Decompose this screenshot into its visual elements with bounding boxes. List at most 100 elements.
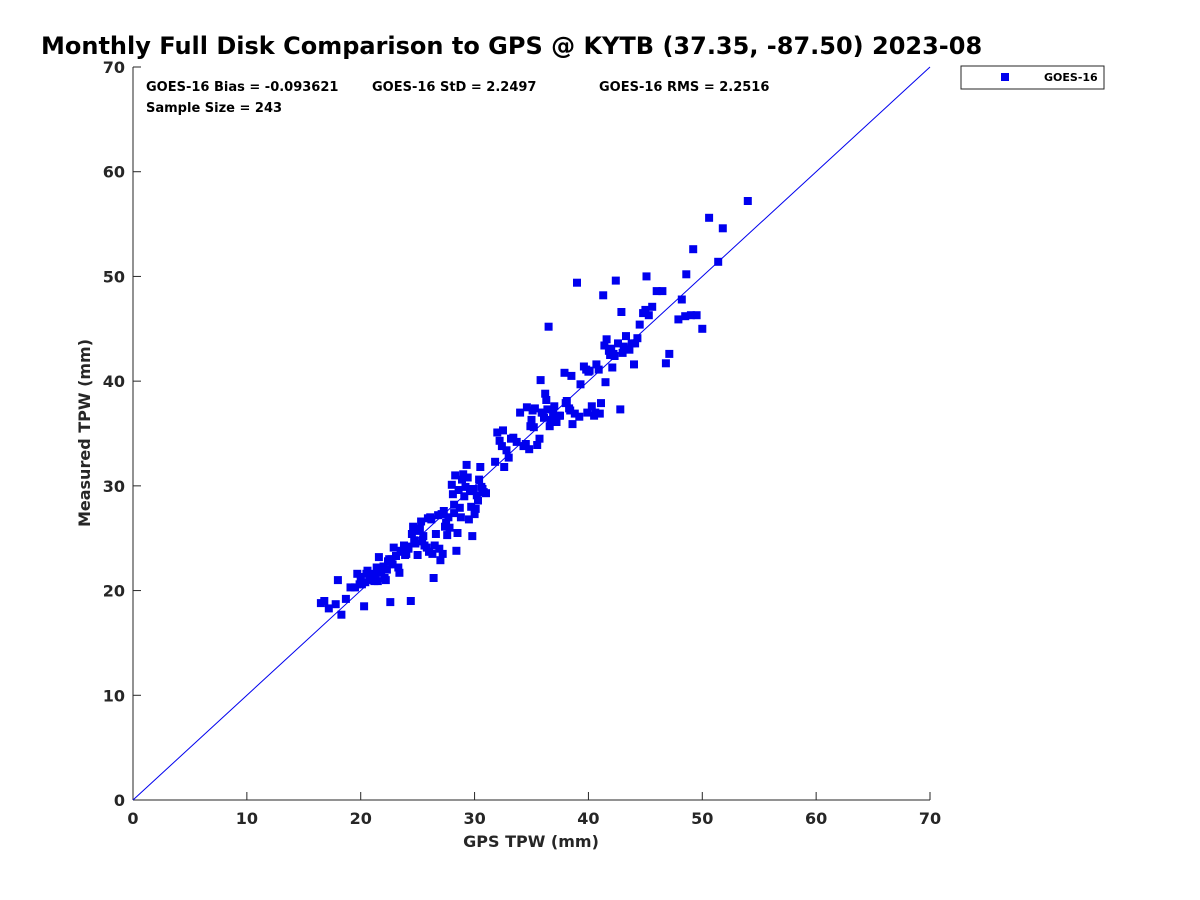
data-point [600,341,609,350]
data-point [448,490,457,499]
data-point [451,471,460,480]
data-point [689,245,698,254]
data-point [471,504,480,513]
data-point [493,428,502,437]
data-point [541,389,550,398]
data-point [413,551,422,559]
x-tick-label: 40 [577,809,599,828]
data-point [437,510,446,519]
data-point [395,568,404,577]
x-tick-label: 20 [350,809,372,828]
data-point [543,405,552,414]
data-point [692,311,701,320]
data-point [550,402,559,411]
data-point [475,475,484,484]
axes [132,67,930,801]
data-point [599,291,608,300]
data-point [460,492,469,501]
data-point [512,437,521,446]
data-point [658,287,667,296]
data-point [445,523,454,532]
data-point [356,573,365,581]
x-tick-label: 10 [236,809,258,828]
x-axis-label: GPS TPW (mm) [463,832,599,851]
data-point [401,551,410,559]
data-point [504,453,513,462]
y-tick-label: 10 [103,686,125,705]
data-point [452,546,461,555]
data-point [444,513,453,522]
data-point [499,426,507,435]
legend[interactable]: GOES-16 [960,65,1105,90]
data-point [536,376,545,385]
data-point [661,359,670,368]
data-point [478,485,487,493]
data-point [427,515,436,524]
data-point [476,463,485,471]
data-point [502,446,511,455]
data-point [491,457,500,466]
data-point [333,576,342,585]
data-point [606,351,615,359]
data-point [608,363,617,372]
data-point [641,305,650,314]
y-tick-label: 60 [103,163,125,182]
data-point [567,371,576,380]
data-point [410,536,419,545]
data-point [455,503,464,512]
x-tick-label: 30 [463,809,485,828]
y-tick-label: 30 [103,477,125,496]
data-point [415,524,424,533]
data-point [409,522,418,531]
data-point [443,531,452,540]
data-point [522,403,531,412]
data-point [743,197,752,205]
data-point [568,420,577,429]
data-point [682,270,691,279]
data-point [392,552,400,560]
data-point [561,399,570,408]
data-point [428,549,437,558]
annotation-rms: GOES-16 RMS = 2.2516 [599,80,769,95]
data-point [463,473,472,482]
data-point [388,560,397,569]
data-point [431,530,440,538]
data-point [622,332,630,341]
data-point [549,409,558,418]
data-point [419,532,428,541]
data-point [560,368,569,377]
data-point [341,594,350,603]
data-point [385,555,394,564]
data-point [418,537,427,546]
data-point [456,513,465,522]
data-point [611,276,620,285]
data-point [617,308,626,316]
data-point [566,406,575,415]
data-point [454,486,463,494]
data-point [526,422,535,431]
data-point [362,569,371,578]
data-point [573,278,581,287]
data-point [601,378,610,387]
legend-marker-square-icon [1001,73,1009,81]
data-point [542,396,551,404]
data-point [652,287,661,296]
data-point [714,257,723,266]
data-point [459,470,468,479]
data-point [450,509,459,518]
data-point [665,349,674,358]
data-point [462,460,471,469]
data-point [422,543,431,552]
y-axis-label: Measured TPW (mm) [75,339,94,527]
data-point [331,600,340,609]
data-point [396,546,405,555]
data-point [467,502,476,511]
data-point [453,529,462,537]
data-point [570,409,579,418]
data-point [535,434,544,443]
data-point [521,440,530,448]
data-point [525,445,534,454]
data-point [677,295,686,304]
data-point [602,335,611,344]
